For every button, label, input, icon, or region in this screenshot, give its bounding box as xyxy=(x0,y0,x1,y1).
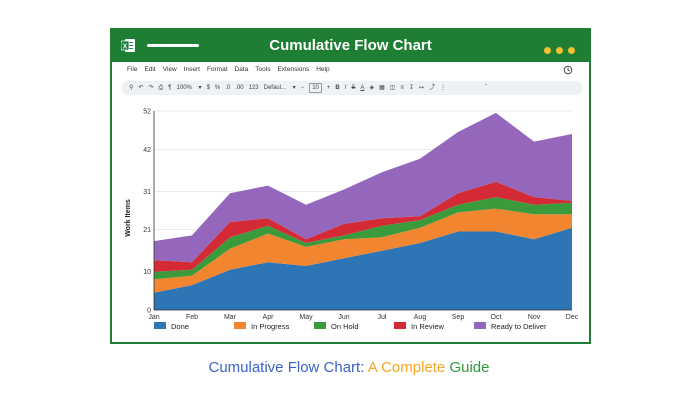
increase-decimal-button[interactable]: .00 xyxy=(235,85,244,91)
x-tick-label: Dec xyxy=(566,314,579,321)
x-tick-label: Jul xyxy=(378,314,387,321)
x-tick-label: Nov xyxy=(528,314,541,321)
redo-icon[interactable]: ↷ xyxy=(148,85,154,91)
svg-text:X: X xyxy=(123,44,128,51)
series-areas xyxy=(154,112,572,310)
merge-cells-icon[interactable]: ◫ xyxy=(389,85,396,91)
y-axis-label: Work Items xyxy=(125,199,132,237)
strikethrough-button[interactable]: S xyxy=(351,85,356,91)
menu-tools[interactable]: Tools xyxy=(255,66,271,73)
y-tick-label: 21 xyxy=(143,227,151,234)
legend-label: Done xyxy=(171,322,189,331)
font-value: Defaul... xyxy=(263,85,286,91)
legend-label: On Hold xyxy=(331,322,359,331)
x-tick-label: Apr xyxy=(263,314,275,321)
legend-swatch xyxy=(234,322,246,329)
valign-icon[interactable]: ↧ xyxy=(408,85,414,91)
font-size-increase[interactable]: + xyxy=(326,85,331,91)
spreadsheet-app-icon: X xyxy=(121,39,135,52)
menu-format[interactable]: Format xyxy=(206,66,228,73)
number-format-button[interactable]: 123 xyxy=(248,85,259,91)
x-tick-label: Mar xyxy=(224,314,237,321)
text-rotate-icon[interactable]: ⤴ xyxy=(428,85,435,91)
percent-button[interactable]: % xyxy=(214,85,221,91)
currency-button[interactable]: $ xyxy=(206,85,210,91)
menu-data[interactable]: Data xyxy=(234,66,249,73)
zoom-select[interactable]: 100% ▾ xyxy=(176,85,202,91)
x-tick-label: Jan xyxy=(148,314,159,321)
undo-icon[interactable]: ↶ xyxy=(138,85,144,91)
x-tick-label: Feb xyxy=(186,314,198,321)
window-title: Cumulative Flow Chart xyxy=(269,37,432,54)
menu-help[interactable]: Help xyxy=(316,66,330,73)
text-color-button[interactable]: A xyxy=(360,85,365,91)
title-bar: X Cumulative Flow Chart xyxy=(112,30,589,62)
x-tick-label: Aug xyxy=(414,314,427,321)
decrease-decimal-button[interactable]: .0 xyxy=(225,85,231,91)
area-done xyxy=(154,227,572,310)
menu-extensions[interactable]: Extensions xyxy=(277,66,310,73)
borders-icon[interactable]: ▦ xyxy=(379,85,385,91)
menu-edit[interactable]: Edit xyxy=(144,66,156,73)
menu-file[interactable]: File xyxy=(127,66,138,73)
italic-button[interactable]: I xyxy=(344,85,347,91)
title-decoration-line xyxy=(147,44,199,47)
print-icon[interactable]: ⎙ xyxy=(158,85,164,91)
page-caption: Cumulative Flow Chart: A Complete Guide xyxy=(0,359,698,376)
history-icon[interactable] xyxy=(563,65,573,75)
area-ready-to-deliver xyxy=(154,112,572,263)
x-tick-label: Jun xyxy=(338,314,349,321)
axes: 0 10 21 31 42 52 Jan Feb Mar Apr May Jun Jul Aug Sep Oc… xyxy=(143,109,579,322)
legend-swatch xyxy=(314,322,326,329)
legend-label: In Progress xyxy=(251,322,290,331)
font-size-input[interactable]: 10 xyxy=(309,83,322,93)
y-tick-label: 52 xyxy=(143,109,151,116)
area-in-review xyxy=(154,181,572,272)
legend-swatch xyxy=(474,322,486,329)
font-select[interactable]: Defaul... ▾ xyxy=(263,85,296,91)
menu-bar: File Edit View Insert Format Data Tools Extensi… xyxy=(127,66,337,78)
area-in-progress xyxy=(154,208,572,293)
window-dot-3[interactable] xyxy=(568,47,575,54)
more-options-icon[interactable]: ⋮ xyxy=(440,85,446,91)
x-tick-label: May xyxy=(299,314,313,321)
menu-insert[interactable]: Insert xyxy=(183,66,200,73)
window-dot-2[interactable] xyxy=(556,47,563,54)
legend-swatch xyxy=(154,322,166,329)
x-tick-label: Sep xyxy=(452,314,465,321)
fill-color-icon[interactable]: ◈ xyxy=(369,85,375,91)
caption-part-3: Guide xyxy=(449,359,490,376)
bold-button[interactable]: B xyxy=(335,85,340,91)
x-tick-label: Oct xyxy=(491,314,502,321)
cumulative-flow-chart: 0 10 21 31 42 52 Jan Feb Mar Apr May Jun Jul Aug Sep Oc… xyxy=(125,109,579,332)
menu-view[interactable]: View xyxy=(162,66,177,73)
font-size-decrease[interactable]: − xyxy=(300,85,305,91)
legend-swatch xyxy=(394,322,406,329)
search-icon[interactable]: ⚲ xyxy=(129,85,134,91)
text-wrap-icon[interactable]: ↦ xyxy=(418,85,424,91)
legend-label: In Review xyxy=(411,322,445,331)
sheet-window: X Cumulative Flow Chart File Edit View Inse… xyxy=(110,28,591,344)
caption-part-1: Cumulative Flow Chart: xyxy=(208,359,368,376)
area-on-hold xyxy=(154,197,572,280)
window-dot-1[interactable] xyxy=(544,47,551,54)
caption-part-2: A Complete xyxy=(367,359,450,376)
zoom-value: 100% xyxy=(176,85,192,91)
y-tick-label: 42 xyxy=(143,147,151,154)
y-tick-label: 10 xyxy=(143,269,151,276)
collapse-toolbar-icon[interactable]: ˆ xyxy=(485,85,487,91)
toolbar: ⚲ ↶ ↷ ⎙ ¶ 100% ▾ $% .0 .00 123 Defaul... ▾ −10 + B I S A… xyxy=(121,81,583,95)
align-icon[interactable]: ≡ xyxy=(400,85,404,91)
legend-label: Ready to Deliver xyxy=(491,322,547,331)
window-controls xyxy=(539,41,575,59)
legend: Done In Progress On Hold In Review Ready to … xyxy=(154,322,547,331)
paint-format-icon[interactable]: ¶ xyxy=(168,85,172,91)
y-tick-label: 0 xyxy=(147,308,151,315)
y-tick-label: 31 xyxy=(143,189,151,196)
